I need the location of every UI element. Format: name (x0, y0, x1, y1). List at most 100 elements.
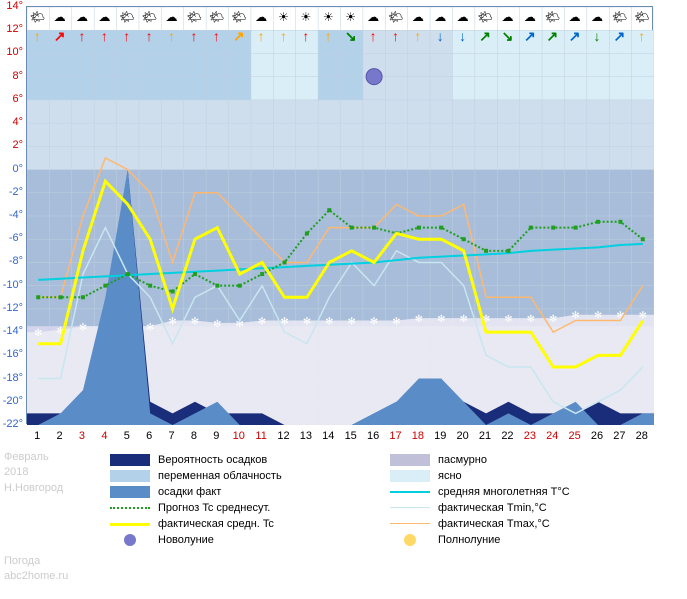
wind-arrow-icon: ↑ (71, 28, 93, 44)
weather-icon: ☁ (49, 10, 71, 28)
svg-text:✻: ✻ (639, 311, 647, 322)
svg-text:✻: ✻ (34, 328, 42, 339)
x-tick-label: 21 (475, 430, 495, 442)
legend-item: фактическая средн. Tc (110, 518, 390, 530)
legend-item: пасмурно (390, 454, 670, 466)
legend-label: Полнолуние (438, 534, 500, 546)
weather-icon: 🌤 (474, 10, 496, 28)
y-tick-label: -4° (9, 209, 23, 221)
weather-icon: 🌤 (183, 10, 205, 28)
wind-arrow-icon: ↘ (496, 28, 518, 44)
y-tick-label: 8° (12, 70, 23, 82)
x-tick-label: 20 (453, 430, 473, 442)
legend-swatch (390, 523, 430, 525)
legend-label: Вероятность осадков (158, 454, 267, 466)
wind-arrow-icon: ↑ (161, 28, 183, 44)
wind-arrow-icon: ↗ (474, 28, 496, 44)
x-tick-label: 15 (341, 430, 361, 442)
legend-item: Прогноз Tc среднесут. (110, 502, 390, 514)
legend-label: осадки факт (158, 486, 221, 498)
x-tick-label: 22 (497, 430, 517, 442)
legend-swatch (390, 454, 430, 466)
svg-text:✻: ✻ (392, 317, 400, 328)
y-tick-label: 0° (12, 163, 23, 175)
legend-item: Вероятность осадков (110, 454, 390, 466)
wind-arrow-icon: ↓ (429, 28, 451, 44)
svg-text:✻: ✻ (527, 314, 535, 325)
x-tick-label: 8 (184, 430, 204, 442)
weather-icon: ☁ (519, 10, 541, 28)
legend-row: Вероятность осадков пасмурно (110, 452, 670, 468)
svg-text:✻: ✻ (168, 317, 176, 328)
chart-legend: Вероятность осадков пасмурно переменная об… (110, 452, 670, 548)
legend-label: фактическая Tmin,°С (438, 502, 547, 514)
weather-icon: ☁ (452, 10, 474, 28)
x-tick-label: 1 (27, 430, 47, 442)
x-tick-label: 4 (94, 430, 114, 442)
month-label: Февраль (4, 450, 63, 465)
legend-swatch (390, 507, 430, 509)
legend-item: переменная облачность (110, 470, 390, 482)
weather-icon: 🌤 (541, 10, 563, 28)
legend-label: ясно (438, 470, 462, 482)
y-tick-label: -10° (3, 279, 23, 291)
chart-plot-area: ✻✻✻✻✻✻✻✻✻✻✻✻✻✻✻✻✻✻✻✻✻✻✻✻✻✻✻✻ (26, 6, 653, 424)
wind-arrow-icon: ↘ (340, 28, 362, 44)
wind-arrow-icon: ↑ (250, 28, 272, 44)
x-tick-label: 3 (72, 430, 92, 442)
legend-swatch (110, 454, 150, 466)
weather-icon: 🌤 (116, 10, 138, 28)
x-tick-label: 10 (229, 430, 249, 442)
legend-row: фактическая средн. Tc фактическая Tmax,°С (110, 516, 670, 532)
svg-text:✻: ✻ (258, 317, 266, 328)
y-tick-label: -2° (9, 186, 23, 198)
y-tick-label: -8° (9, 255, 23, 267)
legend-row: Новолуние Полнолуние (110, 532, 670, 548)
svg-text:✻: ✻ (415, 314, 423, 325)
weather-icon: ☀ (340, 10, 362, 28)
y-tick-label: -6° (9, 232, 23, 244)
svg-text:✻: ✻ (504, 314, 512, 325)
legend-swatch (110, 523, 150, 526)
city-label: Н.Новгород (4, 481, 63, 496)
weather-icon: ☁ (362, 10, 384, 28)
x-tick-label: 17 (385, 430, 405, 442)
x-tick-label: 12 (274, 430, 294, 442)
weather-icons-row: 🌤☁☁☁🌤🌤☁🌤🌤🌤☁☀☀☀☀☁🌤☁☁☁🌤☁☁🌤☁☁🌤🌤 (26, 10, 653, 28)
x-tick-label: 11 (251, 430, 271, 442)
legend-label: фактическая средн. Tc (158, 518, 274, 530)
y-tick-label: -22° (3, 418, 23, 430)
legend-item: фактическая Tmax,°С (390, 518, 670, 530)
y-tick-label: -20° (3, 395, 23, 407)
weather-icon: ☀ (273, 10, 295, 28)
wind-arrow-icon: ↑ (138, 28, 160, 44)
y-tick-label: -12° (3, 302, 23, 314)
svg-text:✻: ✻ (370, 317, 378, 328)
weather-icon: ☁ (71, 10, 93, 28)
y-tick-label: 12° (6, 23, 23, 35)
footer-line2: abc2home.ru (4, 569, 68, 584)
legend-label: Прогноз Tc среднесут. (158, 502, 270, 514)
svg-text:✻: ✻ (437, 314, 445, 325)
legend-item: осадки факт (110, 486, 390, 498)
x-tick-label: 16 (363, 430, 383, 442)
x-tick-label: 23 (520, 430, 540, 442)
wind-arrow-icon: ↑ (631, 28, 653, 44)
wind-arrow-icon: ↓ (452, 28, 474, 44)
wind-arrow-icon: ↑ (205, 28, 227, 44)
x-tick-label: 7 (162, 430, 182, 442)
chart-svg: ✻✻✻✻✻✻✻✻✻✻✻✻✻✻✻✻✻✻✻✻✻✻✻✻✻✻✻✻ (27, 7, 654, 425)
legend-item: фактическая Tmin,°С (390, 502, 670, 514)
wind-arrow-icon: ↑ (317, 28, 339, 44)
weather-icon: ☀ (317, 10, 339, 28)
side-caption: Февраль 2018 Н.Новгород (4, 450, 63, 496)
svg-text:✻: ✻ (348, 317, 356, 328)
x-tick-label: 14 (318, 430, 338, 442)
legend-swatch (110, 470, 150, 482)
wind-arrow-icon: ↑ (407, 28, 429, 44)
wind-arrow-icon: ↓ (586, 28, 608, 44)
svg-text:✻: ✻ (303, 317, 311, 328)
legend-item: Полнолуние (390, 534, 670, 546)
legend-label: пасмурно (438, 454, 487, 466)
legend-label: Новолуние (158, 534, 214, 546)
